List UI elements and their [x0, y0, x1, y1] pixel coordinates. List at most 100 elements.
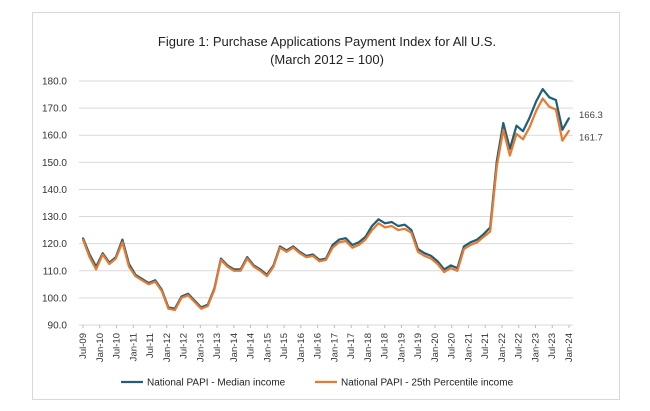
data-point: [463, 245, 465, 248]
data-point: [456, 269, 459, 272]
data-point: [430, 257, 432, 260]
data-point: [568, 129, 570, 132]
data-point: [82, 237, 84, 240]
x-tick-label: Jul-23: [547, 333, 558, 359]
x-tick-label: Jan-12: [162, 333, 173, 362]
x-axis: Jul-09 Jan-10 Jul-10 Jan-11 Jul-11 Jan-12 Jul-…: [78, 325, 575, 362]
data-point: [364, 238, 367, 241]
x-tick-label: Jul-17: [346, 333, 357, 359]
x-tick-label: Jan-11: [128, 333, 139, 361]
data-point: [548, 96, 551, 99]
data-point: [154, 280, 157, 283]
data-point: [88, 256, 91, 259]
data-point: [95, 268, 97, 271]
data-point: [515, 133, 518, 135]
data-point: [114, 257, 117, 260]
data-point: [443, 271, 446, 273]
data-point: [449, 267, 452, 269]
data-point: [351, 244, 354, 246]
data-point: [522, 138, 524, 141]
data-point: [141, 279, 143, 282]
data-point: [384, 226, 386, 229]
data-point: [535, 109, 538, 112]
x-tick-label: Jul-20: [447, 333, 458, 359]
data-point: [246, 257, 249, 260]
data-point: [397, 229, 400, 232]
data-point: [371, 225, 373, 227]
x-tick-label: Jan-16: [296, 333, 307, 362]
end-labels: 166.3 161.7: [579, 110, 603, 143]
data-point: [489, 230, 492, 233]
data-point: [82, 238, 84, 241]
data-point: [167, 307, 170, 310]
data-point: [134, 275, 137, 278]
data-point: [128, 265, 130, 268]
x-tick-label: Jan-10: [95, 333, 106, 362]
data-point: [561, 139, 564, 142]
data-point: [121, 241, 124, 244]
y-tick-label: 160.0: [42, 131, 67, 142]
data-point: [541, 97, 544, 100]
data-point: [555, 99, 557, 101]
data-point: [397, 225, 400, 227]
data-point: [403, 227, 406, 230]
data-point: [403, 223, 406, 226]
data-point: [377, 218, 380, 221]
x-tick-label: Jan-24: [564, 333, 575, 362]
grid: [79, 80, 573, 326]
x-tick-label: Jul-12: [179, 333, 190, 359]
data-point: [528, 126, 531, 128]
data-point: [259, 269, 262, 272]
data-point: [272, 265, 275, 268]
data-point: [522, 130, 524, 133]
data-point: [325, 259, 327, 261]
data-point: [220, 259, 222, 261]
end-value-label: 166.3: [579, 110, 603, 121]
data-point: [430, 255, 432, 257]
data-point: [502, 128, 505, 131]
x-tick-label: Jan-13: [195, 333, 206, 362]
data-point: [476, 238, 478, 241]
data-point: [509, 147, 511, 150]
x-tick-label: Jan-17: [329, 333, 340, 362]
legend-label: National PAPI - 25th Percentile income: [341, 378, 514, 389]
chart-frame: Figure 1: Purchase Applications Payment …: [32, 12, 620, 400]
legend: National PAPI - Median income National PA…: [121, 378, 514, 389]
data-point: [495, 165, 498, 168]
data-point: [469, 241, 472, 244]
data-point: [101, 253, 104, 256]
data-point: [174, 309, 176, 311]
x-tick-label: Jan-15: [262, 333, 273, 362]
data-point: [338, 238, 340, 241]
data-point: [377, 222, 380, 225]
data-point: [417, 250, 419, 253]
data-point: [180, 297, 183, 299]
data-point: [226, 265, 229, 268]
data-point: [305, 256, 308, 259]
data-point: [390, 221, 393, 223]
y-tick-label: 100.0: [42, 293, 67, 304]
data-point: [371, 229, 373, 232]
data-point: [285, 250, 288, 253]
x-tick-label: Jan-18: [363, 333, 374, 362]
chart: Figure 1: Purchase Applications Payment …: [42, 34, 603, 389]
data-point: [160, 290, 163, 292]
x-tick-label: Jan-19: [396, 333, 407, 362]
data-point: [279, 246, 281, 249]
data-point: [548, 105, 551, 108]
data-point: [344, 237, 347, 240]
x-tick-label: Jul-14: [246, 333, 257, 359]
data-point: [121, 238, 124, 241]
data-point: [423, 255, 426, 257]
data-point: [233, 269, 236, 272]
x-tick-label: Jan-20: [430, 333, 441, 362]
data-point: [436, 260, 439, 263]
data-point: [338, 241, 340, 244]
data-point: [206, 305, 209, 307]
x-tick-label: Jul-16: [313, 333, 324, 359]
x-tick-label: Jul-09: [78, 333, 89, 359]
x-tick-label: Jan-21: [463, 333, 474, 362]
data-point: [193, 301, 196, 303]
data-point: [298, 252, 301, 255]
data-point: [476, 241, 478, 244]
